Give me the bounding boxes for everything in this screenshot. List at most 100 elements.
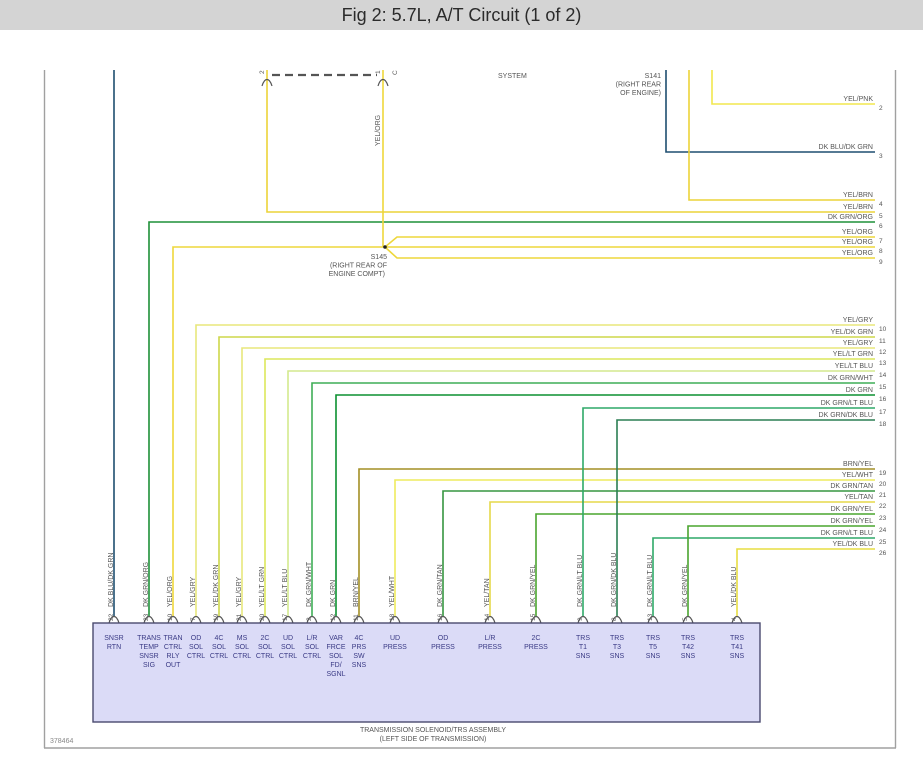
assembly-pin-label: RTN (107, 644, 121, 651)
right-wire-label-5: YEL/BRN (843, 204, 873, 211)
assembly-pin-label: CTRL (303, 653, 321, 660)
right-pin-number-14: 14 (879, 372, 887, 379)
wire-dk-grn-dk-blu (616, 419, 875, 616)
right-wire-label-4: YEL/BRN (843, 192, 873, 199)
bottom-wire-label-yel-dk-blu: YEL/DK BLU (731, 567, 738, 607)
assembly-pin-label: T41 (731, 644, 743, 651)
bottom-pin-number-2: 2 (306, 617, 313, 621)
assembly-pin-label: T3 (613, 644, 621, 651)
assembly-pin-label: SNS (610, 653, 625, 660)
assembly-pin-label: SIG (143, 662, 155, 669)
bottom-wire-label-dk-grn-tan: DK GRN/TAN (437, 564, 444, 607)
assembly-pin-label: CTRL (164, 644, 182, 651)
bottom-pin-number-9: 9 (577, 617, 584, 621)
assembly-pin-label: MS (237, 635, 248, 642)
right-pin-number-22: 22 (879, 503, 887, 510)
wire-yel-lt-blu (287, 370, 875, 616)
right-wire-label-16: DK GRN (846, 387, 873, 394)
connector-terminal-icon (330, 615, 342, 624)
system-label: SYSTEM (498, 73, 527, 80)
right-wire-label-17: DK GRN/LT BLU (821, 400, 873, 407)
assembly-pin-label: L/R (307, 635, 318, 642)
right-pin-number-11: 11 (879, 338, 886, 345)
connector-terminal-icon (108, 615, 120, 624)
wire-yel-org (172, 246, 875, 616)
wire-yel-brn (266, 70, 875, 213)
right-wire-label-10: YEL/GRY (843, 317, 874, 324)
bottom-wire-label-dk-grn-yel: DK GRN/YEL (682, 564, 689, 607)
assembly-pin-label: OD (438, 635, 449, 642)
right-wire-label-3: DK BLU/DK GRN (819, 144, 873, 151)
right-pin-number-23: 23 (879, 515, 887, 522)
right-wire-label-8: YEL/ORG (842, 239, 873, 246)
connector-terminal-icon (577, 615, 589, 624)
right-pin-number-2: 2 (879, 105, 883, 112)
right-pin-number-18: 18 (879, 421, 887, 428)
right-pin-number-25: 25 (879, 539, 887, 546)
top-pin-number-left: 2 (259, 70, 266, 74)
assembly-pin-label: T1 (579, 644, 587, 651)
wire-dk-grn-org (148, 221, 875, 616)
assembly-pin-label: CTRL (187, 653, 205, 660)
bottom-wire-label-yel-dk-grn: YEL/DK GRN (213, 565, 220, 607)
splice-s145-location-1: (RIGHT REAR OF (330, 263, 387, 270)
assembly-pin-label: SNS (681, 653, 696, 660)
right-pin-number-13: 13 (879, 360, 887, 367)
right-wire-label-25: DK GRN/LT BLU (821, 530, 873, 537)
wire-layer (113, 70, 875, 616)
assembly-pin-label: CTRL (256, 653, 274, 660)
assembly-pin-label: SOL (235, 644, 249, 651)
right-wire-label-11: YEL/DK GRN (831, 329, 873, 336)
right-pin-number-26: 26 (879, 550, 887, 557)
figure-title-bar: Fig 2: 5.7L, A/T Circuit (1 of 2) (0, 0, 923, 30)
connector-terminal-icon (389, 615, 401, 624)
wire-dk-grn-tan (442, 490, 875, 616)
bottom-wire-label-dk-grn-yel: DK GRN/YEL (530, 564, 537, 607)
bottom-pin-number-8: 8 (611, 617, 618, 621)
assembly-pin-label: SOL (329, 653, 343, 660)
bottom-wire-label-yel-wht: YEL/WHT (389, 575, 396, 607)
bottom-wire-label-yel-tan: YEL/TAN (484, 578, 491, 607)
wire-dk-grn-lt-blu (652, 537, 875, 616)
assembly-pin-label: SNSR (139, 653, 158, 660)
assembly-pin-label: SNS (646, 653, 661, 660)
right-wire-label-15: DK GRN/WHT (828, 375, 874, 382)
connector-terminal-icon (484, 615, 496, 624)
assembly-pin-label: L/R (485, 635, 496, 642)
assembly-pin-label: SOL (281, 644, 295, 651)
assembly-pin-labels: SNSR RTN TRANS TEMP SNSR SIG TRAN CTRL RLY OUT OD S… (104, 635, 744, 678)
assembly-pin-label: FRCE (326, 644, 345, 651)
assembly-pin-label: PRESS (431, 644, 455, 651)
wire-yel-lt-grn (264, 358, 875, 616)
assembly-pin-label: PRESS (524, 644, 548, 651)
wire-yel-dk-grn (218, 336, 875, 616)
wire-yel-gry (195, 324, 875, 616)
assembly-pin-label: TRS (730, 635, 744, 642)
assembly-pin-label: SOL (189, 644, 203, 651)
connector-terminal-icon (261, 78, 273, 87)
assembly-pin-label: T5 (649, 644, 657, 651)
wire-yel-brn (688, 70, 875, 201)
bottom-wire-label-dk-grn-lt-blu: DK GRN/LT BLU (577, 555, 584, 607)
bottom-wire-label-dk-grn-lt-blu: DK GRN/LT BLU (647, 555, 654, 607)
assembly-pin-label: FD/ (330, 662, 341, 669)
assembly-pin-label: SNS (730, 653, 745, 660)
connector-terminal-icon (167, 615, 179, 624)
right-wire-label-6: DK GRN/ORG (828, 214, 873, 221)
assembly-pin-label: CTRL (279, 653, 297, 660)
right-wire-label-21: DK GRN/TAN (830, 483, 873, 490)
assembly-pin-label: SOL (212, 644, 226, 651)
right-wire-label-22: YEL/TAN (844, 494, 873, 501)
right-pin-number-3: 3 (879, 153, 883, 160)
assembly-pin-label: SNS (576, 653, 591, 660)
right-pin-number-9: 9 (879, 259, 883, 266)
wire-yel-dk-blu (736, 548, 875, 616)
assembly-pin-label: TRANS (137, 635, 161, 642)
connector-terminal-icon (682, 615, 694, 624)
assembly-pin-label: UD (390, 635, 400, 642)
assembly-pin-label: SOL (305, 644, 319, 651)
pin-label-layer: YEL/PNK 2 DK BLU/DK GRN 3 YEL/BRN 4 YEL/BRN 5 DK… (108, 96, 887, 624)
bottom-wire-label-yel-org: YEL/ORG (167, 576, 174, 607)
assembly-caption-1: TRANSMISSION SOLENOID/TRS ASSEMBLY (360, 727, 506, 734)
wire-yel-org (384, 236, 875, 248)
